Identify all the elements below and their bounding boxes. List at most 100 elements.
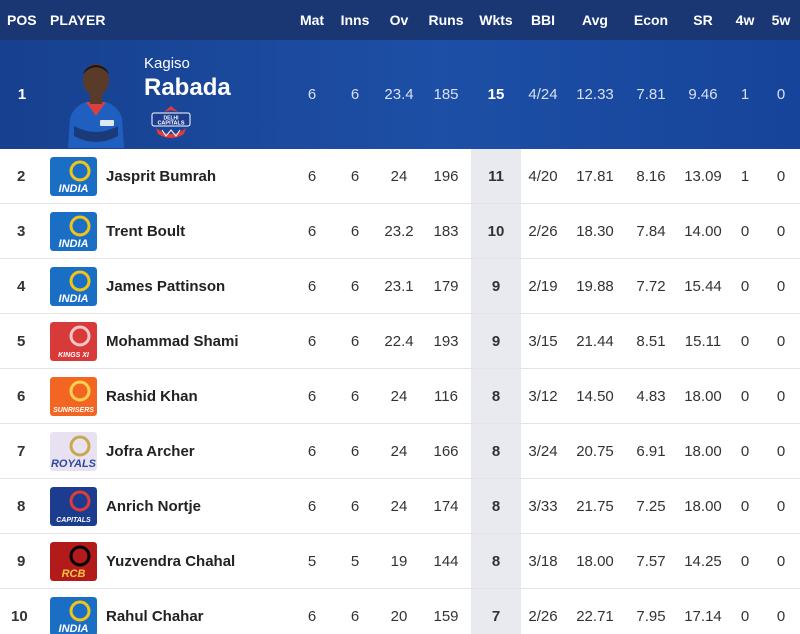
header-sr[interactable]: SR — [693, 12, 713, 28]
header-player[interactable]: PLAYER — [50, 12, 106, 28]
row-inns: 5 — [350, 552, 360, 570]
table-row[interactable]: 4 INDIA James Pattinson 6 6 23.1 179 9 2/19 19.88… — [0, 259, 800, 314]
row-sr: 15.11 — [684, 332, 722, 350]
row-wkts: 8 — [491, 387, 501, 405]
leader-last-name: Rabada — [144, 74, 231, 101]
row-player-name[interactable]: Trent Boult — [106, 222, 186, 240]
header-ov[interactable]: Ov — [389, 12, 409, 28]
row-inns: 6 — [350, 497, 360, 515]
leader-runs: 185 — [433, 86, 459, 103]
table-row[interactable]: 2 INDIA Jasprit Bumrah 6 6 24 196 11 4/20 17.81 8.… — [0, 149, 800, 204]
row-w5: 0 — [776, 497, 786, 515]
header-5w[interactable]: 5w — [771, 12, 791, 28]
header-runs[interactable]: Runs — [428, 12, 464, 28]
row-econ: 7.95 — [636, 607, 666, 625]
row-player-name[interactable]: Rashid Khan — [106, 387, 198, 405]
header-avg[interactable]: Avg — [582, 12, 608, 28]
row-runs: 193 — [433, 332, 459, 350]
row-w5: 0 — [776, 442, 786, 460]
header-pos[interactable]: POS — [7, 12, 37, 28]
row-runs: 159 — [433, 607, 459, 625]
leader-row[interactable]: 1 Kagiso Rabada DELHI CAPITALS — [0, 40, 800, 149]
row-pos: 3 — [17, 222, 26, 240]
svg-text:RCB: RCB — [62, 568, 86, 580]
table-row[interactable]: 5 KINGS XI Mohammad Shami 6 6 22.4 193 9 3/15 21.… — [0, 314, 800, 369]
row-wkts: 9 — [491, 277, 501, 295]
row-w4: 0 — [740, 497, 750, 515]
row-player-name[interactable]: Mohammad Shami — [106, 332, 239, 350]
leader-bbi: 4/24 — [528, 86, 558, 103]
sunrisers-hyderabad-logo-icon: SUNRISERS — [50, 377, 97, 416]
row-pos: 8 — [17, 497, 26, 515]
row-pos: 5 — [17, 332, 26, 350]
row-bbi: 3/15 — [528, 332, 558, 350]
row-player-name[interactable]: Anrich Nortje — [106, 497, 202, 515]
row-bbi: 3/24 — [528, 442, 558, 460]
row-pos: 2 — [17, 167, 26, 185]
row-bbi: 3/12 — [528, 387, 558, 405]
leader-pos: 1 — [17, 86, 27, 103]
row-wkts: 8 — [491, 497, 501, 515]
header-bbi[interactable]: BBI — [530, 12, 556, 28]
row-w5: 0 — [776, 277, 786, 295]
row-inns: 6 — [350, 222, 360, 240]
row-w4: 0 — [740, 387, 750, 405]
row-econ: 7.84 — [636, 222, 666, 240]
mumbai-indians-logo-icon: INDIA — [50, 267, 97, 306]
row-w5: 0 — [776, 167, 786, 185]
row-pos: 7 — [17, 442, 26, 460]
header-inns[interactable]: Inns — [340, 12, 370, 28]
svg-text:INDIA: INDIA — [59, 238, 89, 250]
row-sr: 14.25 — [684, 552, 722, 570]
leader-ov: 23.4 — [384, 86, 414, 103]
row-mat: 6 — [307, 167, 317, 185]
row-player-name[interactable]: Jofra Archer — [106, 442, 195, 460]
header-econ[interactable]: Econ — [633, 12, 669, 28]
table-row[interactable]: 9 RCB Yuzvendra Chahal 5 5 19 144 8 3/18 18.00 7.5… — [0, 534, 800, 589]
row-avg: 20.75 — [576, 442, 614, 460]
table-row[interactable]: 6 SUNRISERS Rashid Khan 6 6 24 116 8 3/12 14.50 4.… — [0, 369, 800, 424]
royal-challengers-bangalore-logo-icon: RCB — [50, 542, 97, 581]
row-bbi: 3/33 — [528, 497, 558, 515]
row-econ: 7.25 — [636, 497, 666, 515]
row-ov: 23.1 — [384, 277, 414, 295]
row-avg: 14.50 — [576, 387, 614, 405]
row-sr: 18.00 — [684, 442, 722, 460]
header-4w[interactable]: 4w — [735, 12, 755, 28]
row-player-name[interactable]: Jasprit Bumrah — [106, 167, 217, 185]
table-row[interactable]: 8 CAPITALS Anrich Nortje 6 6 24 174 8 3/33 21.75 7… — [0, 479, 800, 534]
leader-5w: 0 — [776, 86, 786, 103]
row-wkts: 8 — [491, 442, 501, 460]
svg-text:DELHI: DELHI — [164, 116, 180, 122]
row-runs: 116 — [434, 387, 458, 405]
svg-text:ROYALS: ROYALS — [51, 458, 97, 470]
header-mat[interactable]: Mat — [299, 12, 325, 28]
kings-xi-punjab-logo-icon: KINGS XI — [50, 322, 97, 361]
row-mat: 6 — [307, 387, 317, 405]
svg-text:CAPITALS: CAPITALS — [157, 121, 184, 127]
row-sr: 15.44 — [684, 277, 722, 295]
row-inns: 6 — [350, 167, 360, 185]
row-econ: 7.57 — [636, 552, 666, 570]
svg-text:INDIA: INDIA — [59, 183, 89, 195]
row-player-name[interactable]: Rahul Chahar — [106, 607, 204, 625]
row-pos: 6 — [17, 387, 26, 405]
row-pos: 9 — [17, 552, 26, 570]
leader-player-name[interactable]: Kagiso Rabada — [144, 55, 231, 103]
table-header: POS PLAYER Mat Inns Ov Runs Wkts BBI Avg… — [0, 0, 800, 40]
row-runs: 166 — [433, 442, 459, 460]
row-pos: 10 — [11, 607, 28, 625]
row-w4: 1 — [740, 167, 750, 185]
row-sr: 18.00 — [684, 387, 722, 405]
row-player-name[interactable]: James Pattinson — [106, 277, 226, 295]
row-player-name[interactable]: Yuzvendra Chahal — [106, 552, 236, 570]
header-wkts[interactable]: Wkts — [479, 12, 513, 28]
row-mat: 6 — [307, 442, 317, 460]
row-ov: 24 — [390, 167, 408, 185]
table-row[interactable]: 3 INDIA Trent Boult 6 6 23.2 183 10 2/26 18.30 7.8… — [0, 204, 800, 259]
delhi-capitals-logo-icon: DELHI CAPITALS — [148, 104, 194, 142]
svg-text:INDIA: INDIA — [59, 293, 89, 305]
table-row[interactable]: 10 INDIA Rahul Chahar 6 6 20 159 7 2/26 22.71 7.95… — [0, 589, 800, 634]
player-photo-avatar — [60, 56, 132, 148]
table-row[interactable]: 7 ROYALS Jofra Archer 6 6 24 166 8 3/24 20.75 6.91… — [0, 424, 800, 479]
